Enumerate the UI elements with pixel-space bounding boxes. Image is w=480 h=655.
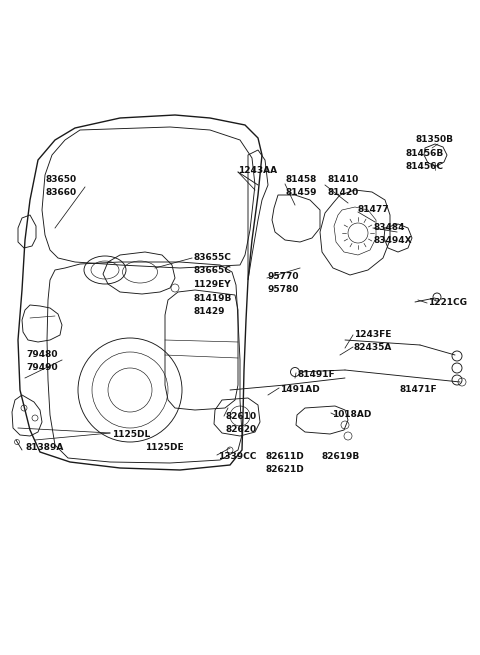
Text: 81491F: 81491F (297, 370, 335, 379)
Text: 83650: 83650 (46, 175, 77, 184)
Text: 1125DE: 1125DE (145, 443, 184, 452)
Text: 1018AD: 1018AD (332, 410, 372, 419)
Text: 81477: 81477 (358, 205, 390, 214)
Text: 1125DL: 1125DL (112, 430, 150, 439)
Text: 81459: 81459 (286, 188, 317, 197)
Text: 81458: 81458 (286, 175, 317, 184)
Text: 81456B: 81456B (405, 149, 443, 158)
Text: 1243FE: 1243FE (354, 330, 391, 339)
Text: 81350B: 81350B (415, 135, 453, 144)
Text: 83484: 83484 (373, 223, 405, 232)
Text: 81389A: 81389A (26, 443, 64, 452)
Text: 81420: 81420 (327, 188, 358, 197)
Text: 95770: 95770 (268, 272, 300, 281)
Text: 95780: 95780 (268, 285, 300, 294)
Text: 82610: 82610 (225, 412, 256, 421)
Text: 81419B: 81419B (193, 294, 231, 303)
Text: 81456C: 81456C (405, 162, 443, 171)
Text: 1243AA: 1243AA (238, 166, 277, 175)
Text: 82620: 82620 (225, 425, 256, 434)
Text: 83494X: 83494X (373, 236, 412, 245)
Text: 79490: 79490 (26, 363, 58, 372)
Text: 81410: 81410 (327, 175, 358, 184)
Text: 82619B: 82619B (322, 452, 360, 461)
Text: 82435A: 82435A (354, 343, 392, 352)
Text: 1491AD: 1491AD (280, 385, 320, 394)
Text: 1339CC: 1339CC (218, 452, 256, 461)
Text: 82621D: 82621D (265, 465, 304, 474)
Text: 81429: 81429 (193, 307, 225, 316)
Text: 1129EY: 1129EY (193, 280, 230, 289)
Text: 83660: 83660 (46, 188, 77, 197)
Text: 79480: 79480 (26, 350, 58, 359)
Text: 83665C: 83665C (193, 266, 231, 275)
Text: 1221CG: 1221CG (428, 298, 467, 307)
Text: 81471F: 81471F (400, 385, 438, 394)
Text: 83655C: 83655C (193, 253, 231, 262)
Text: 82611D: 82611D (265, 452, 304, 461)
